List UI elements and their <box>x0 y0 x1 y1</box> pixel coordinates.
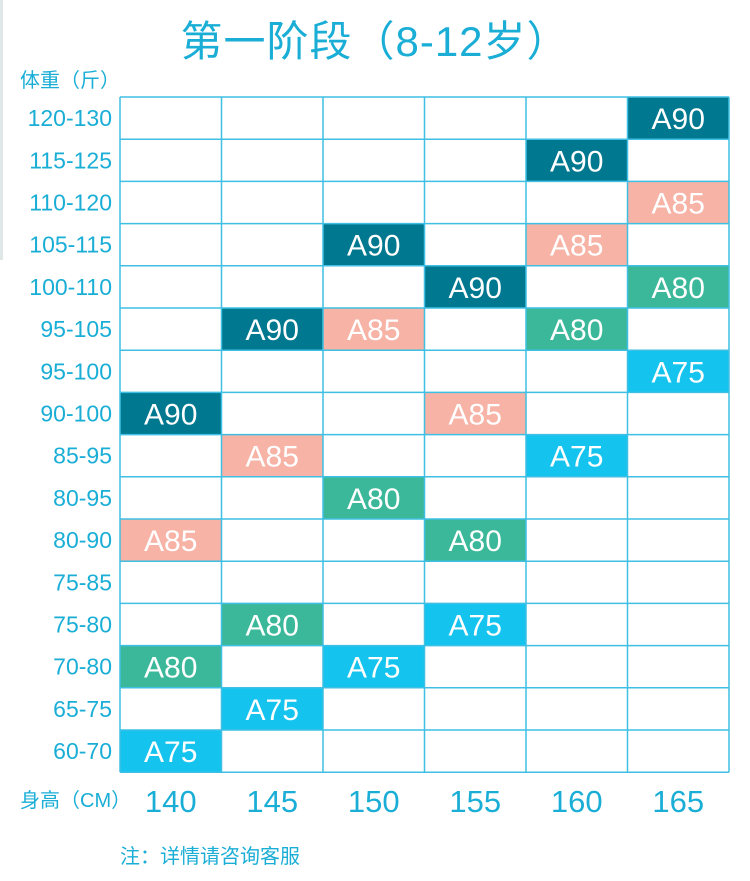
cell-a90 <box>627 97 729 140</box>
row-label: 105-115 <box>29 232 112 258</box>
cell-a80 <box>221 603 323 646</box>
row-label: 85-95 <box>53 443 112 469</box>
cell-a80 <box>627 265 729 308</box>
column-label: 145 <box>246 784 298 819</box>
cell-label: A75 <box>652 356 705 389</box>
cell-label: A90 <box>347 230 400 263</box>
cell-label: A85 <box>652 188 705 221</box>
cell-label: A85 <box>347 314 400 347</box>
cell-a85 <box>424 392 526 435</box>
cell-label: A75 <box>347 652 400 685</box>
row-label: 100-110 <box>29 274 112 300</box>
cell-a90 <box>526 139 628 182</box>
cell-a80 <box>323 476 425 519</box>
cell-label: A90 <box>652 103 705 136</box>
column-label: 165 <box>652 784 704 819</box>
cell-label: A90 <box>246 314 299 347</box>
row-label: 65-75 <box>53 696 112 722</box>
cell-label: A75 <box>550 441 603 474</box>
cell-a80 <box>424 519 526 562</box>
row-label: 80-90 <box>53 527 112 553</box>
cell-label: A80 <box>550 314 603 347</box>
cell-a90 <box>424 265 526 308</box>
row-label: 95-105 <box>40 316 112 342</box>
cell-label: A90 <box>550 145 603 178</box>
row-label: 75-80 <box>53 612 112 638</box>
cell-a75 <box>627 350 729 393</box>
cell-label: A90 <box>144 399 197 432</box>
cell-a75 <box>221 687 323 730</box>
row-label: 75-85 <box>53 569 112 595</box>
row-label: 120-130 <box>28 105 112 131</box>
cell-a85 <box>221 434 323 477</box>
cell-a85 <box>323 308 425 351</box>
row-label: 110-120 <box>29 190 112 216</box>
cell-label: A75 <box>246 694 299 727</box>
left-accent-bar <box>0 0 3 260</box>
cell-label: A75 <box>144 736 197 769</box>
row-label: 70-80 <box>53 654 112 680</box>
cell-a80 <box>526 308 628 351</box>
cell-label: A80 <box>449 525 502 558</box>
cell-label: A80 <box>144 652 197 685</box>
row-label: 80-95 <box>53 485 112 511</box>
column-label: 150 <box>348 784 400 819</box>
row-label: 60-70 <box>53 738 112 764</box>
cell-a85 <box>627 181 729 224</box>
cell-label: A85 <box>550 230 603 263</box>
y-axis-label: 体重（斤） <box>20 70 120 92</box>
cell-label: A85 <box>246 441 299 474</box>
column-label: 140 <box>145 784 197 819</box>
row-label: 115-125 <box>29 147 112 173</box>
cell-label: A85 <box>449 399 502 432</box>
cell-a90 <box>323 223 425 266</box>
cell-label: A80 <box>347 483 400 516</box>
cell-a75 <box>323 645 425 688</box>
cell-a85 <box>120 519 222 562</box>
x-axis-label: 身高（CM） <box>20 790 132 812</box>
footnote: 注：详情请咨询客服 <box>120 846 300 868</box>
cell-a85 <box>526 223 628 266</box>
cell-a75 <box>424 603 526 646</box>
cell-label: A80 <box>652 272 705 305</box>
cell-a90 <box>221 308 323 351</box>
cell-a75 <box>526 434 628 477</box>
chart-title: 第一阶段（8-12岁） <box>180 18 570 65</box>
cell-label: A75 <box>449 610 502 643</box>
cell-a75 <box>120 730 222 773</box>
row-label: 95-100 <box>40 358 112 384</box>
cell-label: A85 <box>144 525 197 558</box>
column-label: 155 <box>449 784 501 819</box>
column-label: 160 <box>551 784 603 819</box>
cell-label: A90 <box>449 272 502 305</box>
row-label: 90-100 <box>40 401 112 427</box>
cell-label: A80 <box>246 610 299 643</box>
cell-a90 <box>120 392 222 435</box>
cell-a80 <box>120 645 222 688</box>
